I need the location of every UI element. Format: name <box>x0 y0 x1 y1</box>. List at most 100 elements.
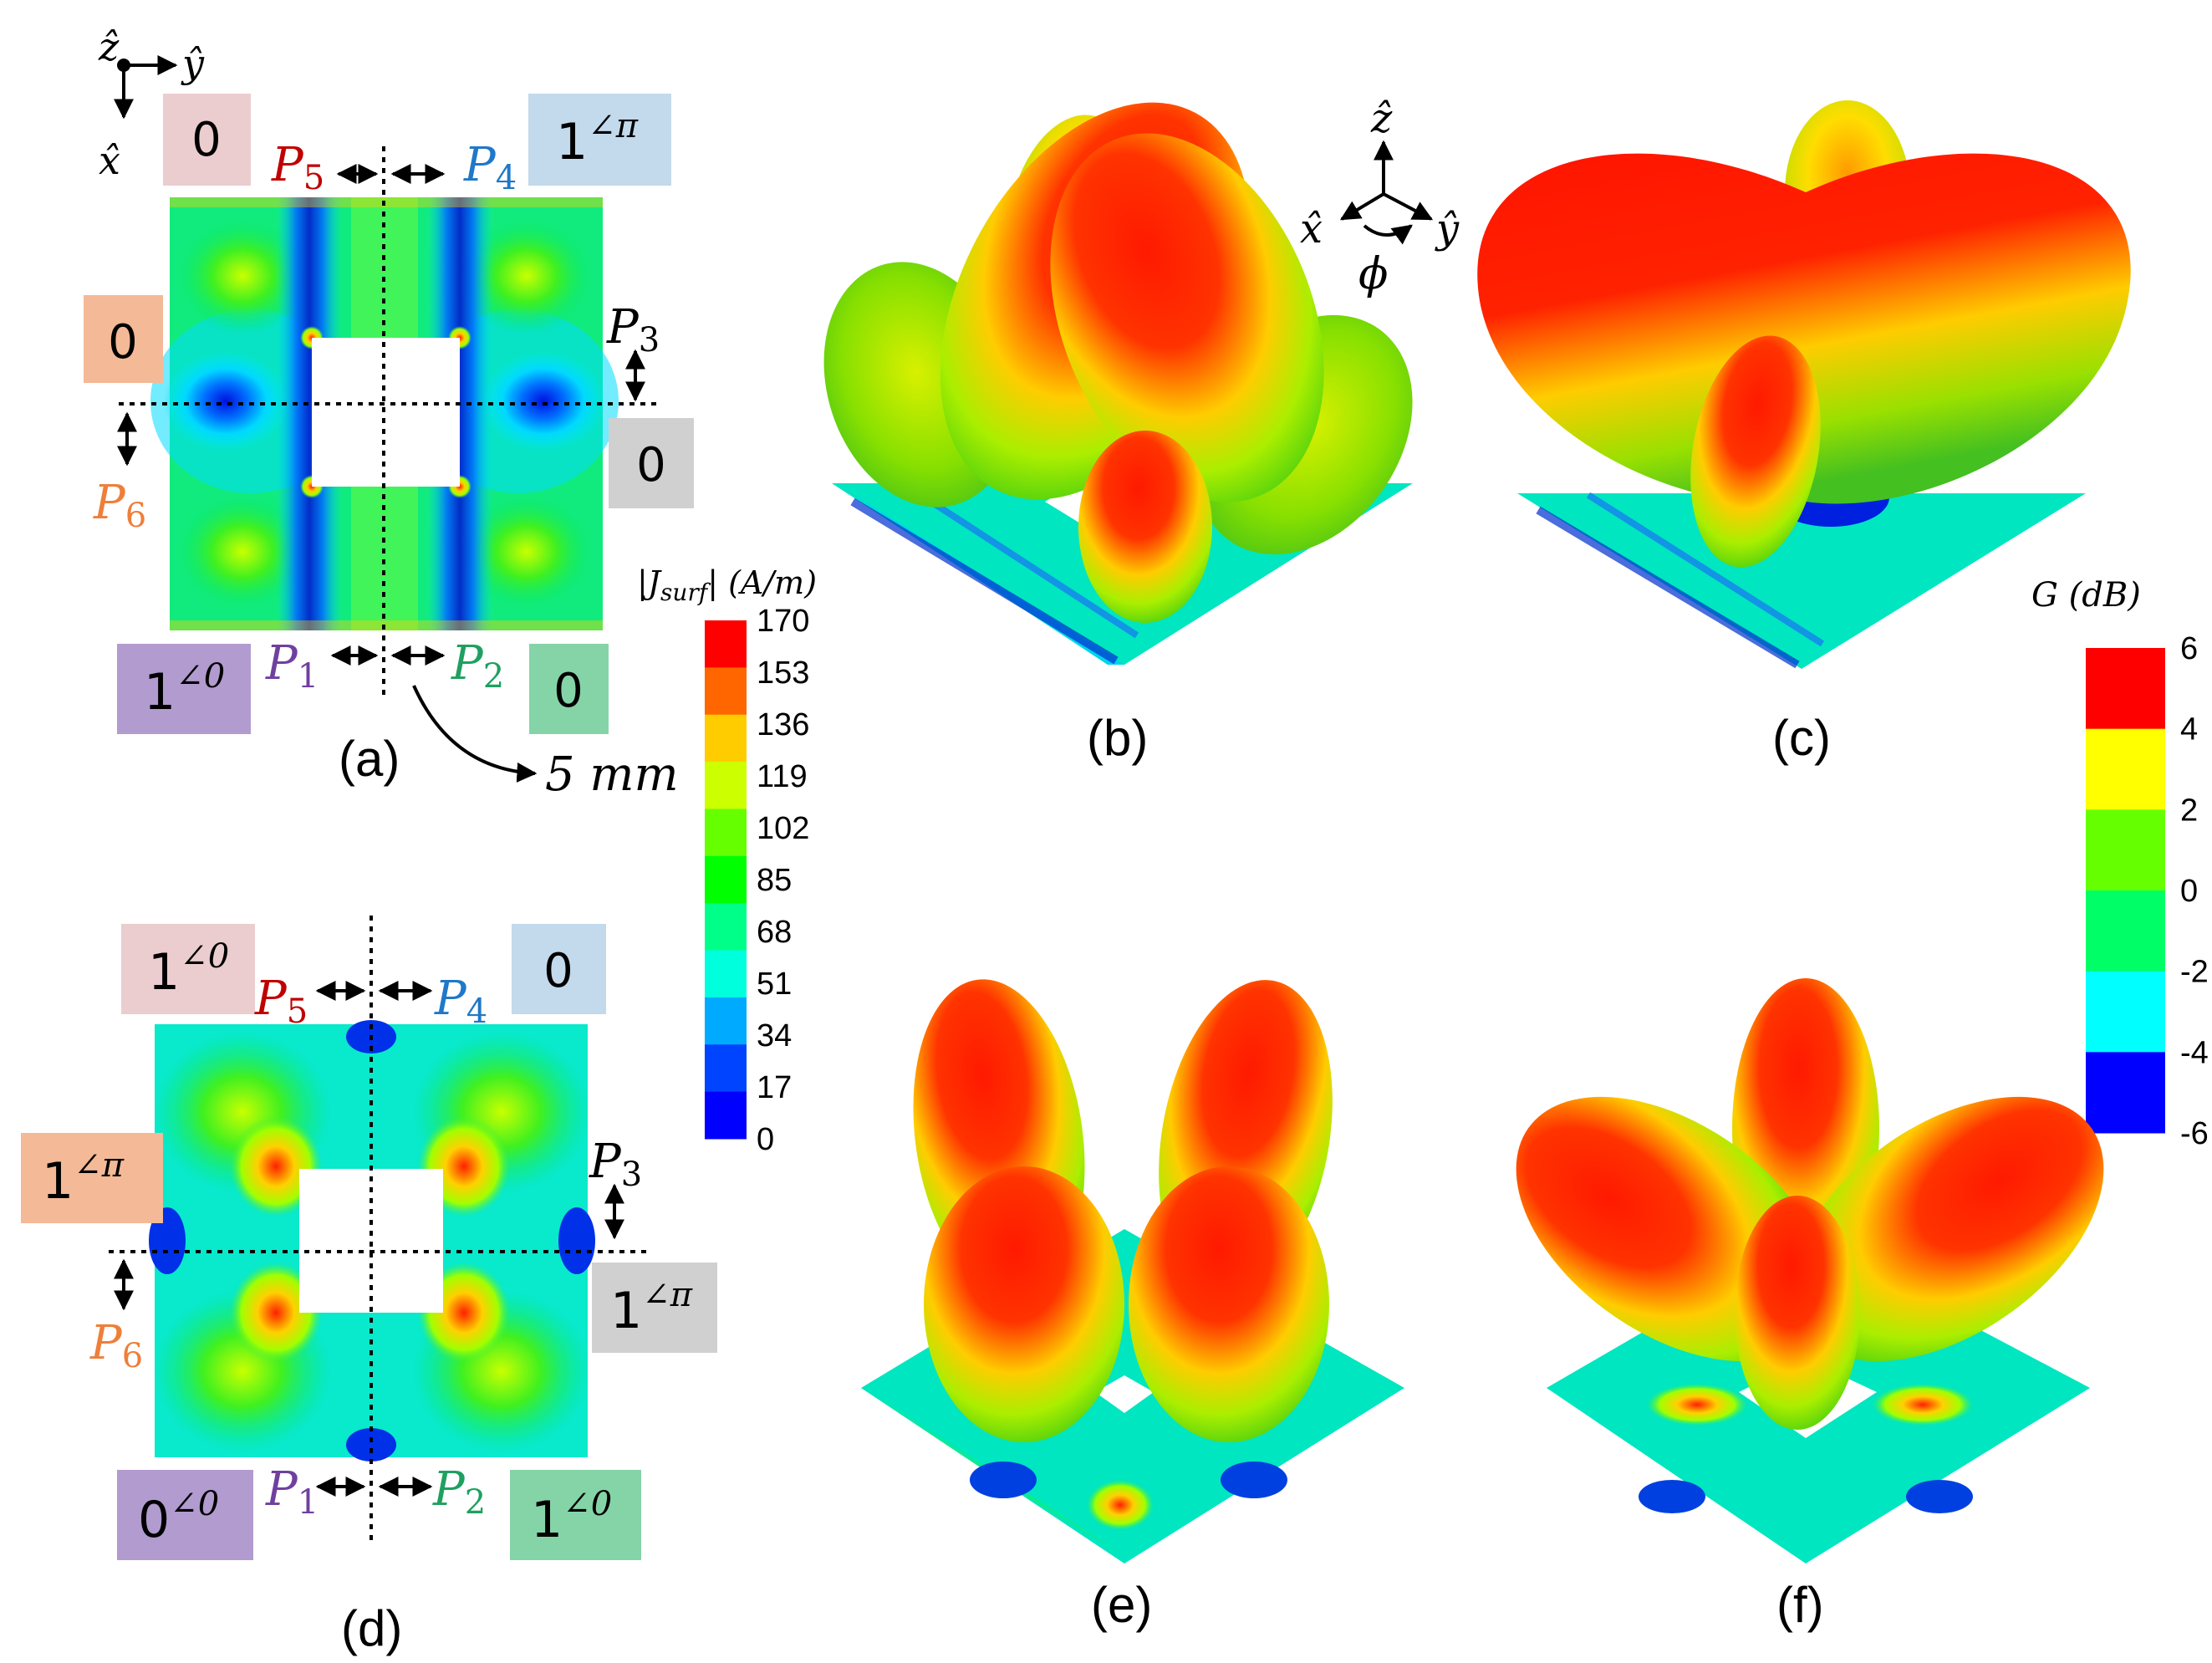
panel-d: 1∠0 0 1∠π 1∠π 0∠0 1∠0 P5 P4 P3 P6 P1 P2 … <box>21 916 717 1656</box>
current-colorbar-tick: 153 <box>757 656 809 691</box>
port-value-p5-d: 1∠0 <box>148 937 229 1002</box>
port-value-p6-a: 0 <box>108 315 138 370</box>
panel-a: ẑ ŷ x̂ 0 1∠π 0 0 1∠0 0 P5 P4 P3 P6 P1 P2 <box>84 24 694 802</box>
current-colorbar-swatch <box>705 997 747 1045</box>
port-box-p1-a <box>117 644 251 734</box>
panel-b-radiation-pattern: (b) <box>823 102 1413 766</box>
gain-colorbar-tick: 2 <box>2180 793 2198 828</box>
panel-f-radiation-pattern: (f) <box>1516 978 2104 1633</box>
current-colorbar-swatch <box>705 714 747 763</box>
port-label-p5-a: P5 <box>271 138 324 197</box>
caption-b: (b) <box>1087 710 1148 766</box>
gain-colorbar-swatch <box>2086 971 2165 1053</box>
current-colorbar-tick: 34 <box>757 1018 792 1053</box>
port-box-p6-a <box>84 295 163 383</box>
port-label-p2-d: P2 <box>432 1462 486 1522</box>
panel-c-radiation-pattern: (c) <box>1477 100 2131 766</box>
port-label-p1-a: P1 <box>265 636 319 696</box>
port-value-p1-a: 1∠0 <box>144 657 225 722</box>
gain-colorbar-tick: -6 <box>2180 1116 2209 1151</box>
coordinate-triad-a: ẑ ŷ x̂ <box>98 24 205 183</box>
gap-arrows-d <box>114 981 624 1497</box>
port-value-p1-d: 0∠0 <box>138 1485 219 1549</box>
port-value-p3-a: 0 <box>636 438 666 492</box>
port-box-p5-d <box>121 924 255 1014</box>
current-colorbar-swatch <box>705 855 747 904</box>
lobe-b-main-right <box>1050 133 1324 502</box>
gain-colorbar-tick: 0 <box>2180 874 2198 909</box>
gain-colorbar-title: G (dB) <box>2031 576 2141 615</box>
current-colorbar-swatch <box>705 1091 747 1140</box>
current-colorbar-tick: 119 <box>757 759 808 794</box>
pattern-y-label: ŷ <box>1435 206 1460 253</box>
port-box-p2-a <box>529 644 609 734</box>
gain-colorbar-swatch <box>2086 648 2165 730</box>
current-colorbar-tick: 85 <box>757 863 792 898</box>
port-label-p4-a: P4 <box>463 138 517 197</box>
dimension-leader <box>412 685 538 783</box>
port-box-p6-d <box>21 1133 163 1223</box>
dimension-label: 5 mm <box>545 747 679 802</box>
z-axis-label: ẑ <box>98 24 120 69</box>
lobe-e-front-left <box>924 1166 1124 1442</box>
current-colorbar-swatch <box>705 1044 747 1093</box>
port-box-p3-a <box>609 418 694 508</box>
port-box-p5-a <box>163 94 251 186</box>
port-label-p6-d: P6 <box>89 1316 143 1375</box>
current-colorbar-tick: 68 <box>757 915 792 950</box>
port-box-p4-d <box>512 924 606 1014</box>
gain-colorbar-swatch <box>2086 1052 2165 1134</box>
port-box-p4-a <box>528 94 671 186</box>
current-colorbar-swatch <box>705 903 747 951</box>
current-colorbar-tick: 17 <box>757 1070 792 1105</box>
gain-colorbar-swatch <box>2086 728 2165 810</box>
current-colorbar-tick: 102 <box>757 811 809 846</box>
port-box-p3-d <box>592 1263 717 1353</box>
current-colorbar-swatch <box>705 667 747 716</box>
lobe-c-main <box>1477 153 2131 504</box>
lobe-f-right <box>1792 1096 2104 1362</box>
lobe-c-front <box>1690 335 1821 568</box>
lobe-f-front <box>1735 1196 1860 1430</box>
port-label-p3-d: P3 <box>589 1135 642 1194</box>
current-colorbar-tick: 136 <box>757 707 809 742</box>
port-label-p6-a: P6 <box>93 476 146 535</box>
port-label-p2-a: P2 <box>451 636 504 696</box>
current-colorbar-swatch <box>705 950 747 998</box>
pattern-coordinate-triad: ẑ x̂ ŷ ϕ <box>1300 95 1460 299</box>
current-colorbar-tick: 51 <box>757 967 792 1002</box>
lobe-b-front <box>1078 431 1212 623</box>
port-value-p5-a: 0 <box>191 113 222 167</box>
port-value-p2-d: 1∠0 <box>531 1485 612 1549</box>
port-value-p4-a: 1∠π <box>556 107 639 171</box>
caption-d: (d) <box>341 1600 402 1656</box>
gap-arrows-a <box>117 164 645 666</box>
pattern-z-label: ẑ <box>1370 95 1393 142</box>
current-colorbar-tick: 170 <box>757 604 809 639</box>
current-colorbar-tick: 0 <box>757 1122 774 1157</box>
port-label-p5-d: P5 <box>254 972 308 1031</box>
current-colorbar-swatch <box>705 762 747 809</box>
caption-f: (f) <box>1776 1577 1824 1633</box>
gain-colorbar-swatch <box>2086 809 2165 891</box>
pattern-x-label: x̂ <box>1300 206 1323 253</box>
port-box-p2-d <box>510 1470 641 1560</box>
port-box-p1-d <box>117 1470 253 1560</box>
port-value-p3-d: 1∠π <box>610 1276 693 1340</box>
current-colorbar-swatch <box>705 809 747 857</box>
caption-a: (a) <box>339 731 400 787</box>
y-axis-label: ŷ <box>181 41 205 86</box>
port-label-p1-d: P1 <box>265 1462 319 1522</box>
pattern-phi-label: ϕ <box>1358 249 1388 299</box>
port-label-p3-a: P3 <box>606 300 660 360</box>
x-axis-label: x̂ <box>99 138 120 183</box>
lobe-e-front-right <box>1129 1166 1329 1442</box>
current-colorbar-swatch <box>705 620 747 668</box>
port-value-p6-d: 1∠π <box>42 1146 125 1211</box>
gain-colorbar: G (dB) 6 4 2 0 -2 -4 -6 <box>2031 576 2209 1151</box>
gain-colorbar-tick: -4 <box>2180 1035 2209 1070</box>
port-value-p4-d: 0 <box>543 944 573 998</box>
gain-colorbar-tick: 6 <box>2180 631 2198 666</box>
